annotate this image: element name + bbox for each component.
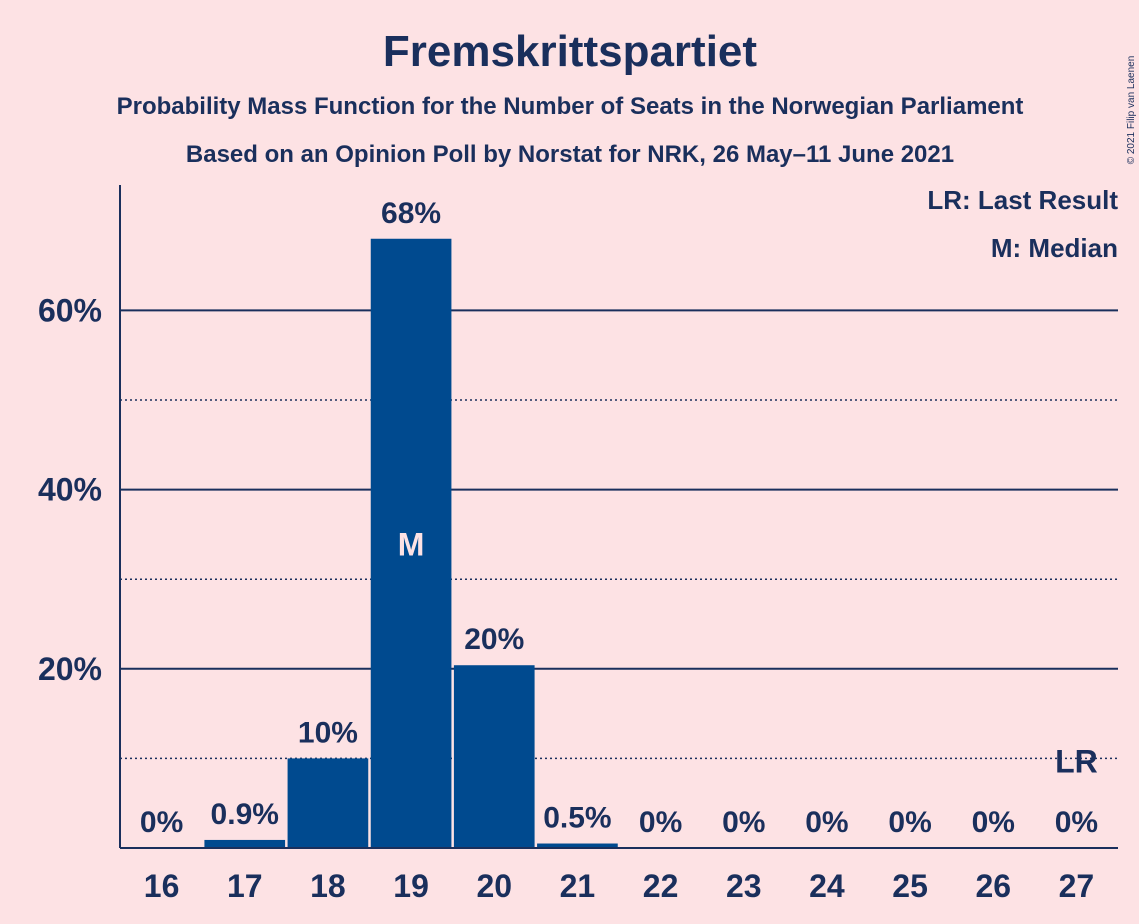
data-label: 0% — [1055, 806, 1098, 839]
data-label: 0% — [805, 806, 848, 839]
bar-21 — [537, 843, 618, 848]
data-label: 20% — [464, 623, 524, 656]
data-label: 0% — [722, 806, 765, 839]
x-tick-label: 24 — [809, 868, 845, 904]
x-tick-label: 25 — [892, 868, 928, 904]
data-label: 0.9% — [211, 798, 279, 831]
data-label: 0% — [972, 806, 1015, 839]
x-tick-label: 23 — [726, 868, 762, 904]
bar-19 — [370, 238, 452, 848]
data-label: 0% — [140, 806, 183, 839]
x-tick-label: 16 — [144, 868, 180, 904]
y-tick-label: 40% — [38, 472, 102, 508]
bars — [204, 238, 618, 848]
chart-title: Fremskrittspartiet — [383, 27, 757, 76]
last-result-marker: LR — [1055, 743, 1098, 779]
data-label: 68% — [381, 197, 441, 230]
x-tick-label: 17 — [227, 868, 263, 904]
bar-20 — [453, 665, 535, 848]
x-tick-label: 21 — [560, 868, 596, 904]
data-label: 10% — [298, 716, 358, 749]
x-tick-label: 26 — [975, 868, 1011, 904]
chart-subtitle-1: Probability Mass Function for the Number… — [117, 93, 1024, 120]
median-marker: M — [398, 526, 425, 562]
chart-subtitle-2: Based on an Opinion Poll by Norstat for … — [186, 141, 954, 168]
data-label: 0% — [888, 806, 931, 839]
data-label: 0% — [639, 806, 682, 839]
x-tick-label: 27 — [1059, 868, 1095, 904]
data-labels: 0% 0.9% 10% 68% 20% 0.5% 0% 0% 0% 0% 0% 0% M LR — [140, 197, 1098, 839]
axes: 20% 40% 60% 16 17 18 19 20 21 22 23 24 25 26 27 — [38, 185, 1118, 904]
copyright-notice: © 2021 Filip van Laenen — [1126, 56, 1137, 165]
y-tick-label: 60% — [38, 292, 102, 328]
x-tick-label: 19 — [393, 868, 429, 904]
x-tick-label: 20 — [476, 868, 512, 904]
y-tick-label: 20% — [38, 651, 102, 687]
gridlines — [120, 309, 1118, 760]
data-label: 0.5% — [543, 802, 611, 835]
legend-median: M: Median — [991, 233, 1118, 263]
bar-18 — [287, 758, 369, 848]
x-tick-label: 18 — [310, 868, 346, 904]
x-tick-label: 22 — [643, 868, 679, 904]
legend-last-result: LR: Last Result — [927, 185, 1118, 215]
bar-17 — [204, 839, 286, 848]
